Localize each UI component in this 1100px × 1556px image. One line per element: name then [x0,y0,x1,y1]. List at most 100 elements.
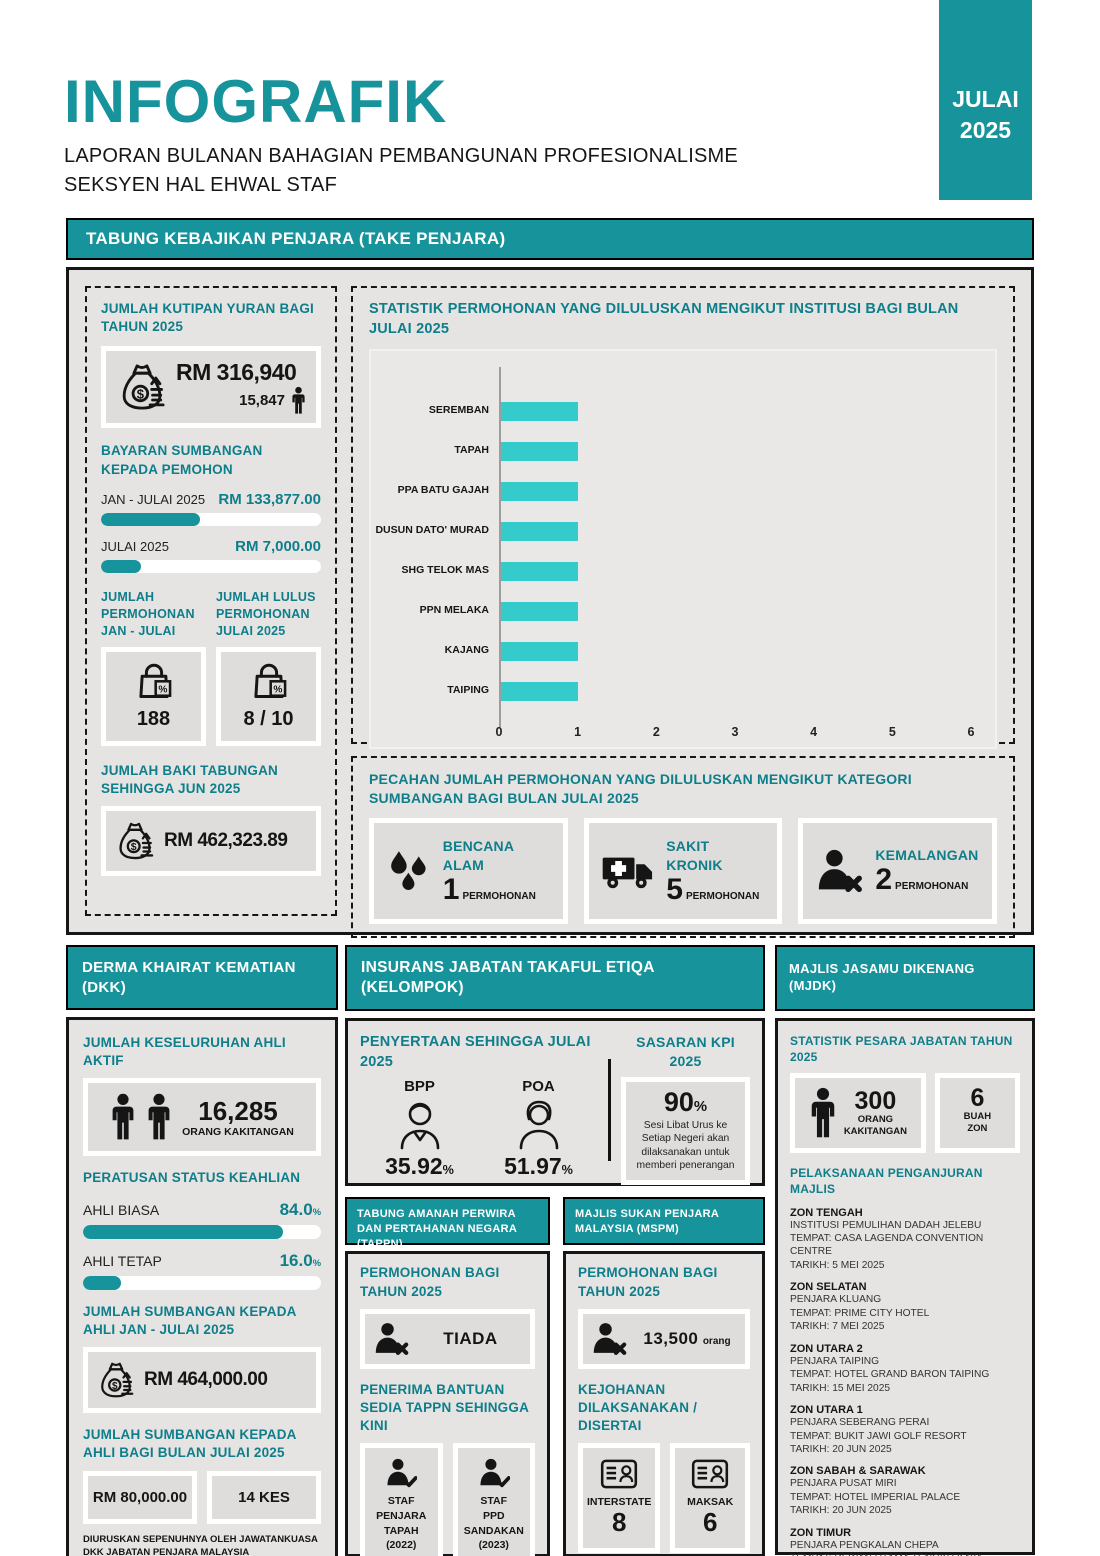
bar-chart: SEREMBAN TAPAH PPA BATU GAJAH DUSUN DATO… [369,349,997,750]
x-tick: 4 [810,725,818,740]
bag-percent-icon [247,662,291,704]
kutipan-count: 15,847 [239,392,285,410]
chart-bar [499,481,578,501]
lulus-title: JUMLAH LULUS PERMOHONAN JULAI 2025 [216,589,316,638]
baki-title: JUMLAH BAKI TABUNGAN SEHINGGA JUN 2025 [101,762,278,797]
tappn-staff-card: STAF PPD SANDAKAN (2023) [452,1443,535,1556]
zone-name: ZON TIMUR [790,1526,852,1539]
chart-title: STATISTIK PERMOHONAN YANG DILULUSKAN MEN… [369,301,959,337]
kejohanan-value: 8 [611,1507,627,1538]
zone-details: PENJARA PENGKALAN CHEPA TEMPAT: DEWAN UT… [790,1539,982,1556]
x-tick: 6 [967,725,975,740]
pesara-zone-value: 6 [970,1084,985,1113]
kejohanan-value: 6 [702,1507,718,1538]
zone-item: ZON SABAH & SARAWAK PENJARA PUSAT MIRI T… [790,1465,1020,1517]
dkk-aktif-card: 16,285 ORANG KAKITANGAN [83,1078,321,1157]
penyertaan-unit: % [561,1163,573,1178]
permohonan-card: 188 [101,646,206,746]
section-mspm: MAJLIS SUKAN PENJARA MALAYSIA (MSPM) PER… [563,1197,765,1556]
zone-name: ZON UTARA 1 [790,1404,863,1417]
chart-bar [499,601,578,621]
dkk-aktif-value: 16,285 [198,1096,278,1127]
pecahan-panel: PECAHAN JUMLAH PERMOHONAN YANG DILULUSKA… [351,756,1015,938]
penyertaan-unit: % [442,1163,454,1178]
chart-category-label: TAPAH [454,444,489,457]
page-title: INFOGRAFIK [64,68,448,135]
dkk-status-title: PERATUSAN STATUS KEAHLIAN [83,1170,301,1186]
status-unit: % [312,1257,321,1268]
chart-panel: STATISTIK PERMOHONAN YANG DILULUSKAN MEN… [351,286,1015,750]
tappn-staff-label: STAF PPD SANDAKAN (2023) [463,1495,524,1552]
zone-item: ZON UTARA 1 PENJARA SEBERANG PERAI TEMPA… [790,1404,1020,1456]
chart-bar [499,401,578,421]
dkk-status-row: AHLI BIASA 84.0% [83,1200,321,1220]
badge-year: 2025 [959,117,1012,144]
penyertaan-block: PENYERTAAN SEHINGGA JULAI 2025 BPP 35.92… [360,1033,598,1179]
id-card-icon [600,1458,638,1490]
lulus-value: 8 / 10 [243,707,294,730]
chart-bar [499,641,578,661]
zone-item: ZON TENGAH INSTITUSI PEMULIHAN DADAH JEL… [790,1207,1020,1273]
dkk-sumbangan1-title: JUMLAH SUMBANGAN KEPADA AHLI JAN - JULAI… [83,1303,297,1337]
pecahan-card-bencana: BENCANA ALAM 1 PERMOHONAN [369,817,568,924]
person-check-icon [478,1458,510,1488]
chart-category-label: PPA BATU GAJAH [397,484,489,497]
insurans-header: INSURANS JABATAN TAKAFUL ETIQA (KELOMPOK… [345,945,765,1012]
vertical-divider [608,1059,611,1162]
bayaran-row-value: RM 7,000.00 [235,537,321,555]
person-icon [146,1093,172,1141]
tappn-staff-card: STAF PENJARA TAPAH (2022) [360,1443,443,1556]
dkk-sumbangan1-card: RM 464,000.00 [83,1347,321,1414]
kejohanan-card-maksak: MAKSAK 6 [670,1443,750,1554]
baki-value: RM 462,323.89 [164,830,288,852]
dkk-body: JUMLAH KESELURUHAN AHLI AKTIF 16,285 ORA… [66,1017,338,1556]
status-progress-track [83,1224,321,1239]
status-progress-fill [83,1224,283,1239]
permohonan-value: 188 [136,707,171,730]
mspm-body: PERMOHONAN BAGI TAHUN 2025 13,500 orang … [563,1251,765,1556]
zone-item: ZON SELATAN PENJARA KLUANG TEMPAT: PRIME… [790,1281,1020,1333]
zone-name: ZON UTARA 2 [790,1342,863,1355]
tappn-staff-label: STAF PENJARA TAPAH (2022) [376,1495,427,1552]
kpi-card: 90% Sesi Libat Urus ke Setiap Negeri aka… [621,1077,750,1185]
section-dkk: DERMA KHAIRAT KEMATIAN (DKK) JUMLAH KESE… [66,945,338,1556]
majlis-title: PELAKSANAAN PENGANJURAN MAJLIS [790,1166,983,1197]
dkk-sumbangan1-value: RM 464,000.00 [144,1369,268,1391]
status-label: AHLI BIASA [83,1201,160,1218]
dkk-sumbangan2-amount: RM 80,000.00 [83,1470,197,1524]
person-x-icon [591,1322,627,1356]
tappn-permohonan-card: TIADA [360,1308,535,1369]
id-card-icon [691,1458,729,1490]
dkk-aktif-title: JUMLAH KESELURUHAN AHLI AKTIF [83,1035,286,1069]
money-bag-icon [116,362,168,412]
mspm-header: MAJLIS SUKAN PENJARA MALAYSIA (MSPM) [563,1197,765,1246]
dkk-aktif-unit: ORANG KAKITANGAN [182,1125,294,1138]
x-tick: 1 [574,725,582,740]
chart-category-label: DUSUN DATO' MURAD [375,524,489,537]
pecahan-label: KEMALANGAN [875,847,979,864]
bayaran-row: JAN - JULAI 2025 RM 133,877.00 [101,491,321,508]
bayaran-row-label: JULAI 2025 [101,538,169,554]
pesara-zone-card: 6 BUAH ZON [934,1073,1020,1154]
kejohanan-label: MAKSAK [687,1496,734,1509]
kutipan-amount: RM 316,940 [176,359,297,386]
tappn-header: TABUNG AMANAH PERWIRA DAN PERTAHANAN NEG… [345,1197,550,1250]
baki-card: RM 462,323.89 [101,806,321,877]
chart-category-label: SEREMBAN [428,404,489,417]
bayaran-progress-track [101,559,321,573]
section-take-body: JUMLAH KUTIPAN YURAN BAGI TAHUN 2025 RM … [66,267,1034,938]
pecahan-value: 5 [666,872,683,906]
person-icon [291,386,306,415]
report-header: INFOGRAFIK LAPORAN BULANAN BAHAGIAN PEMB… [64,72,738,200]
chart-bar [499,441,578,461]
pesara-staff-unit: ORANG KAKITANGAN [843,1114,907,1138]
zone-name: ZON SABAH & SARAWAK [790,1465,926,1478]
tappn-penerima-title: PENERIMA BANTUAN SEDIA TAPPN SEHINGGA KI… [360,1381,529,1434]
dkk-header: DERMA KHAIRAT KEMATIAN (DKK) [66,945,338,1010]
pesara-staff-card: 300 ORANG KAKITANGAN [790,1073,926,1154]
pesara-title: STATISTIK PESARA JABATAN TAHUN 2025 [790,1033,1013,1064]
section-insurans: INSURANS JABATAN TAKAFUL ETIQA (KELOMPOK… [345,945,765,1187]
pesara-zone-unit: BUAH ZON [963,1111,992,1135]
section-take-penjara: TABUNG KEBAJIKAN PENJARA (TAKE PENJARA) … [66,218,1034,938]
month-badge: JULAI 2025 [939,0,1032,200]
